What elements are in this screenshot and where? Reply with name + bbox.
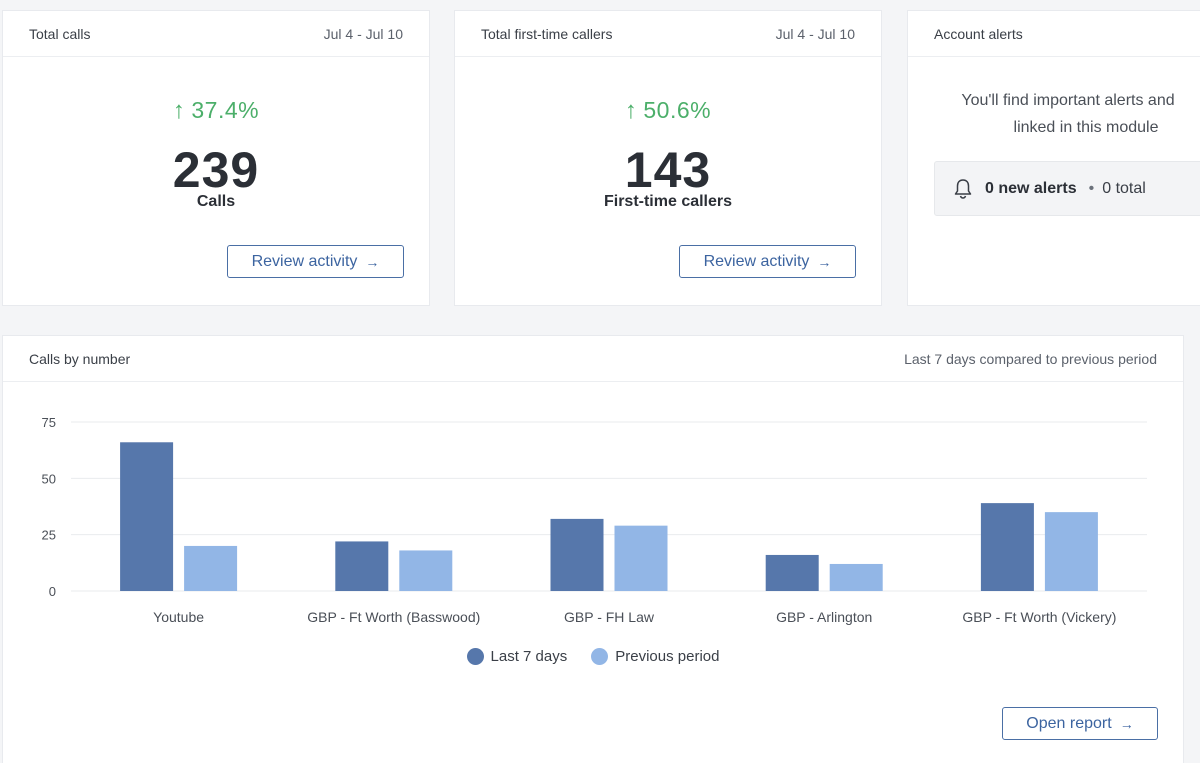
bar-last-7-days	[980, 503, 1034, 591]
arrow-right-icon: →	[1119, 715, 1134, 732]
account-alerts-card: Account alerts You'll find important ale…	[907, 10, 1200, 306]
calls-by-number-card: Calls by number Last 7 days compared to …	[2, 335, 1184, 763]
chart-legend: Last 7 days Previous period	[3, 648, 1183, 665]
button-label: Open report	[1026, 714, 1112, 732]
chart-period-note: Last 7 days compared to previous period	[904, 350, 1157, 367]
bar-previous-period	[829, 563, 883, 591]
legend-item[interactable]: Last 7 days	[466, 648, 568, 665]
x-tick-label: GBP - FH Law	[564, 609, 655, 625]
review-activity-button[interactable]: Review activity →	[227, 245, 404, 278]
legend-swatch	[591, 648, 609, 665]
arrow-up-icon: ↑	[624, 97, 638, 124]
total-alerts-count: 0 total	[1102, 179, 1146, 197]
alerts-message-line: linked in this module	[1013, 119, 1159, 136]
card-header: Total first-time callers Jul 4 - Jul 10	[455, 11, 881, 57]
legend-label: Previous period	[615, 648, 720, 665]
card-header: Account alerts	[908, 11, 1200, 57]
alerts-message-line: You'll find important alerts and	[961, 92, 1175, 109]
bar-last-7-days	[120, 442, 174, 591]
x-tick-label: GBP - Arlington	[776, 609, 872, 625]
button-label: Review activity	[703, 252, 810, 270]
card-title: Calls by number	[29, 350, 131, 367]
y-tick-label: 25	[42, 528, 56, 543]
bar-previous-period	[184, 545, 238, 591]
y-tick-label: 75	[42, 415, 56, 430]
calls-bar-chart: 0 25 50 75 Youtube GBP - Ft Worth (Basswood) G…	[42, 415, 1147, 625]
card-header: Calls by number Last 7 days compared to …	[3, 336, 1183, 382]
legend-item[interactable]: Previous period	[591, 648, 719, 665]
calls-label: Calls	[196, 193, 236, 210]
review-activity-button[interactable]: Review activity →	[679, 245, 856, 278]
trend-value: 50.6%	[643, 97, 712, 123]
legend-swatch	[466, 648, 484, 665]
open-report-button[interactable]: Open report →	[1002, 707, 1158, 740]
arrow-up-icon: ↑	[172, 97, 186, 124]
x-tick-label: Youtube	[153, 609, 204, 625]
first-time-callers-count: 143	[624, 142, 712, 198]
first-time-callers-label: First-time callers	[603, 193, 733, 210]
total-calls-card: Total calls Jul 4 - Jul 10 ↑ 37.4% 239 Ca…	[2, 10, 430, 306]
alerts-summary[interactable]: 0 new alerts • 0 total	[934, 161, 1200, 216]
bar-last-7-days	[335, 541, 389, 591]
bell-icon	[953, 178, 973, 200]
card-title: Total first-time callers	[481, 25, 613, 42]
trend-value: 37.4%	[191, 97, 260, 123]
first-time-callers-card: Total first-time callers Jul 4 - Jul 10 …	[454, 10, 882, 306]
bar-previous-period	[614, 525, 668, 591]
bar-last-7-days	[765, 554, 819, 591]
alerts-message: You'll find important alerts and linked …	[908, 87, 1200, 141]
y-tick-label: 0	[49, 584, 56, 599]
date-range: Jul 4 - Jul 10	[775, 25, 855, 42]
card-title: Total calls	[29, 25, 91, 42]
separator-dot: •	[1088, 179, 1095, 197]
card-title: Account alerts	[934, 25, 1023, 42]
trend-indicator: ↑ 50.6%	[455, 97, 881, 125]
x-tick-label: GBP - Ft Worth (Basswood)	[307, 609, 480, 625]
x-tick-label: GBP - Ft Worth (Vickery)	[962, 609, 1116, 625]
calls-count: 239	[172, 142, 260, 198]
y-tick-label: 50	[42, 471, 56, 486]
bar-last-7-days	[550, 518, 604, 591]
new-alerts-count: 0 new alerts	[985, 179, 1077, 197]
arrow-right-icon: →	[365, 253, 380, 270]
legend-label: Last 7 days	[490, 648, 568, 665]
bar-previous-period	[1044, 512, 1098, 591]
button-label: Review activity	[251, 252, 358, 270]
trend-indicator: ↑ 37.4%	[3, 97, 429, 125]
card-header: Total calls Jul 4 - Jul 10	[3, 11, 429, 57]
bar-previous-period	[399, 550, 453, 591]
date-range: Jul 4 - Jul 10	[323, 25, 403, 42]
arrow-right-icon: →	[817, 253, 832, 270]
